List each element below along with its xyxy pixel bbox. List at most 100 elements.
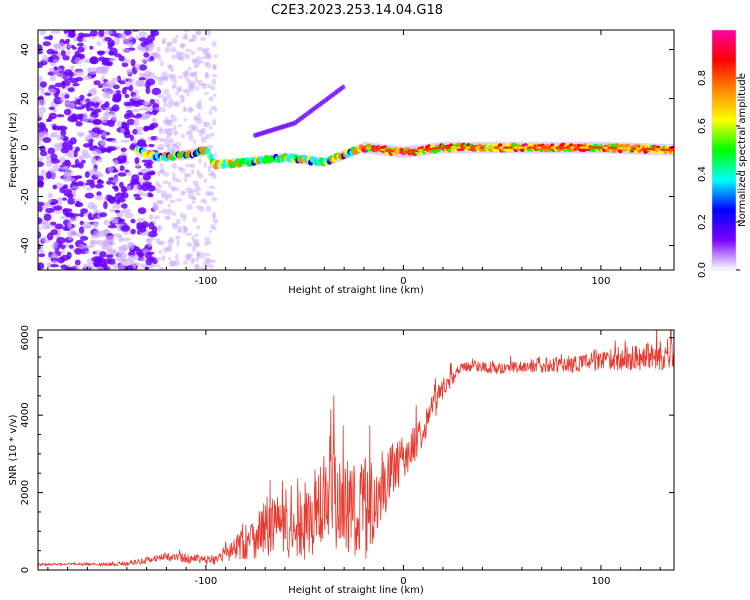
noise-point xyxy=(172,124,177,131)
noise-point xyxy=(196,205,203,210)
noise-point xyxy=(130,59,136,67)
noise-point xyxy=(101,263,108,268)
noise-point xyxy=(103,87,108,94)
noise-point xyxy=(96,265,104,270)
noise-point xyxy=(39,30,46,36)
noise-point xyxy=(156,199,163,204)
noise-point xyxy=(52,59,60,63)
noise-point xyxy=(54,145,62,152)
noise-point xyxy=(136,130,143,136)
noise-point xyxy=(91,168,98,173)
noise-point xyxy=(38,253,46,258)
noise-point xyxy=(149,214,154,220)
noise-point xyxy=(99,66,109,74)
noise-point xyxy=(127,241,134,248)
noise-point xyxy=(105,138,113,142)
noise-point xyxy=(48,34,53,41)
noise-point xyxy=(117,172,127,177)
noise-point xyxy=(193,115,198,120)
noise-point xyxy=(211,211,217,218)
noise-point xyxy=(209,126,213,130)
noise-point xyxy=(183,226,188,232)
noise-point xyxy=(78,226,85,235)
noise-point xyxy=(38,142,41,146)
noise-point xyxy=(189,82,196,89)
noise-point xyxy=(72,83,80,87)
noise-point xyxy=(117,93,122,99)
noise-point xyxy=(38,201,45,207)
noise-point xyxy=(45,153,52,160)
noise-point xyxy=(138,77,146,81)
noise-point xyxy=(174,141,181,149)
noise-point xyxy=(107,166,114,173)
ridge-peak xyxy=(422,148,429,152)
snr-y-label: SNR (10 * v/v) xyxy=(8,414,19,485)
noise-point xyxy=(83,58,89,63)
noise-point xyxy=(157,93,164,99)
noise-point xyxy=(128,41,134,48)
noise-point xyxy=(50,158,60,164)
noise-point xyxy=(112,203,122,209)
noise-point xyxy=(106,254,114,259)
noise-point xyxy=(184,48,192,53)
noise-point xyxy=(124,212,134,219)
noise-point xyxy=(112,185,118,190)
noise-point xyxy=(73,149,78,158)
noise-point xyxy=(38,181,43,188)
noise-point xyxy=(49,133,55,138)
noise-point xyxy=(138,37,148,42)
ridge-peak xyxy=(536,146,543,150)
noise-point xyxy=(148,222,155,230)
ridge-peak xyxy=(469,146,476,150)
noise-point xyxy=(196,192,201,196)
ridge-peak xyxy=(526,146,533,150)
noise-point xyxy=(204,237,211,242)
noise-point xyxy=(137,172,144,176)
noise-point xyxy=(164,211,168,215)
noise-point xyxy=(203,199,207,205)
noise-point xyxy=(38,122,45,130)
x-tick-label: 0 xyxy=(400,576,406,587)
noise-point xyxy=(38,50,44,55)
colorbar: 0.0 0.2 0.4 0.6 0.8 Normalized spectral ampl… xyxy=(697,29,748,278)
noise-point xyxy=(194,264,200,270)
noise-point xyxy=(56,237,66,244)
noise-point xyxy=(190,169,195,175)
noise-point xyxy=(42,41,51,47)
noise-point xyxy=(109,208,117,213)
ridge-peak xyxy=(460,146,467,150)
noise-point xyxy=(74,232,84,237)
noise-point xyxy=(86,179,95,184)
noise-point xyxy=(95,195,104,201)
noise-point xyxy=(141,159,149,163)
noise-point xyxy=(186,204,193,211)
spectrogram-x-label: Height of straight line (km) xyxy=(288,285,424,296)
noise-point xyxy=(70,186,81,190)
noise-point xyxy=(126,265,134,270)
noise-point xyxy=(135,126,144,131)
noise-point xyxy=(175,235,181,240)
ridge-peak xyxy=(645,147,652,151)
colorbar-gradient xyxy=(712,30,736,270)
noise-point xyxy=(175,198,183,202)
noise-point xyxy=(172,187,180,192)
noise-point xyxy=(70,65,75,72)
noise-point xyxy=(82,37,87,42)
noise-point xyxy=(63,169,74,177)
noise-point xyxy=(199,266,207,270)
noise-point xyxy=(197,106,204,110)
noise-point xyxy=(118,55,125,62)
noise-point xyxy=(159,163,164,167)
noise-point xyxy=(115,199,121,205)
noise-point xyxy=(104,30,113,36)
noise-point xyxy=(121,208,131,214)
noise-point xyxy=(70,229,76,236)
y-tick-label: 2000 xyxy=(20,480,31,505)
noise-point xyxy=(89,30,99,37)
noise-point xyxy=(192,216,198,223)
noise-point xyxy=(106,249,116,255)
noise-point xyxy=(112,220,120,224)
noise-point xyxy=(68,244,74,249)
noise-point xyxy=(181,190,186,195)
noise-point xyxy=(52,164,61,172)
